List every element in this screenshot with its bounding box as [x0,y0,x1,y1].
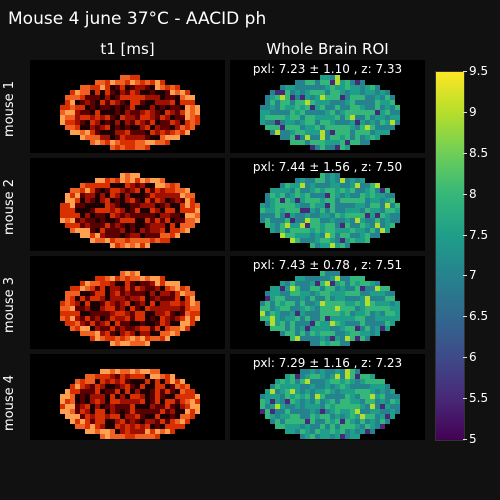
t1-map-image [60,369,200,439]
roi-map-image [260,75,400,150]
colorbar-tick-mark [463,234,467,236]
colorbar-tick-mark [463,398,467,400]
roi-stat-mouse-1: pxl: 7.23 ± 1.10 , z: 7.33 [252,62,403,76]
colorbar-tick-mark [463,316,467,318]
row-label-mouse-4: mouse 4 [2,374,17,431]
colorbar-tick-label: 5 [469,432,477,446]
t1-panel-mouse-3 [30,256,225,349]
row-label-mouse-1: mouse 1 [2,80,17,137]
column-header-t1: t1 [ms] [100,40,155,58]
roi-stat-mouse-2: pxl: 7.44 ± 1.56 , z: 7.50 [252,160,403,174]
roi-panel-mouse-2: pxl: 7.44 ± 1.56 , z: 7.50 [230,158,425,251]
colorbar [435,71,465,441]
colorbar-tick-mark [463,152,467,154]
colorbar-tick-label: 9.5 [469,64,489,78]
row-label-mouse-3: mouse 3 [2,276,17,333]
colorbar-tick-label: 7 [469,268,477,283]
t1-map-image [60,75,200,150]
t1-panel-mouse-1 [30,60,225,153]
row-label-mouse-2: mouse 2 [2,178,17,235]
colorbar-tick-label: 6 [469,350,477,365]
roi-stat-mouse-4: pxl: 7.29 ± 1.16 , z: 7.23 [252,356,403,370]
colorbar-tick-mark [463,111,467,113]
colorbar-tick-label: 6.5 [469,309,489,324]
t1-panel-mouse-4 [30,354,225,440]
t1-panel-mouse-2 [30,158,225,251]
roi-map-image [260,271,400,346]
figure-title: Mouse 4 june 37°C - AACID ph [8,9,267,29]
roi-map-image [260,369,400,439]
colorbar-tick-mark [463,193,467,195]
colorbar-tick-mark [463,439,467,440]
colorbar-tick-mark [463,71,467,72]
colorbar-tick-mark [463,275,467,277]
roi-panel-mouse-3: pxl: 7.43 ± 0.78 , z: 7.51 [230,256,425,349]
roi-stat-mouse-3: pxl: 7.43 ± 0.78 , z: 7.51 [252,258,403,272]
colorbar-tick-label: 5.5 [469,391,489,406]
roi-panel-mouse-4: pxl: 7.29 ± 1.16 , z: 7.23 [230,354,425,440]
colorbar-tick-label: 7.5 [469,227,489,242]
column-header-roi: Whole Brain ROI [266,40,389,58]
t1-map-image [60,271,200,346]
colorbar-tick-mark [463,357,467,359]
colorbar-tick-label: 8.5 [469,145,489,160]
roi-map-image [260,173,400,248]
colorbar-tick-label: 9 [469,104,477,119]
t1-map-image [60,173,200,248]
roi-panel-mouse-1: pxl: 7.23 ± 1.10 , z: 7.33 [230,60,425,153]
colorbar-tick-label: 8 [469,186,477,201]
